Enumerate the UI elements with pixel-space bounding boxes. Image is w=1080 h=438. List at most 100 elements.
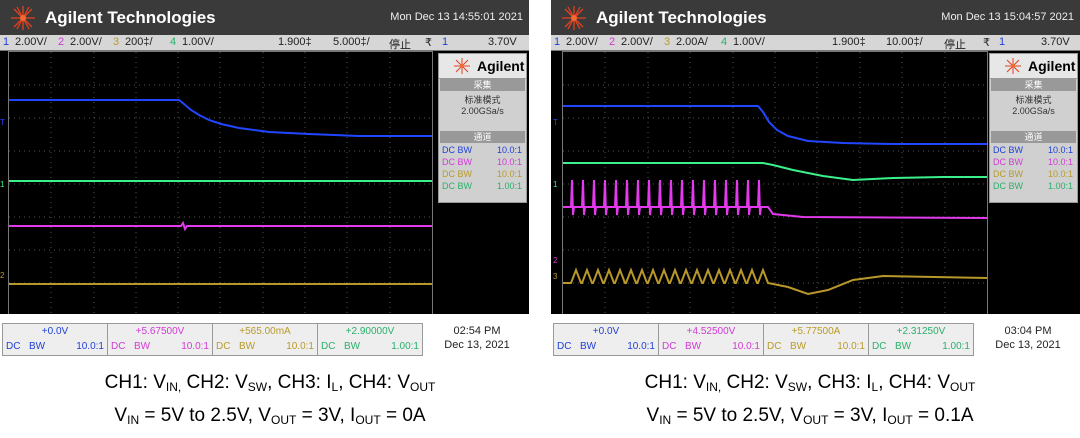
ch1-ground-marker[interactable]: T (553, 118, 558, 127)
side-panel-header: Agilent (439, 54, 526, 79)
ch1-trace (563, 105, 987, 145)
ch3-ground-marker[interactable]: 2 (0, 271, 5, 280)
acquire-header[interactable]: 采集 (991, 79, 1076, 91)
clock-time: 03:04 PM (1004, 325, 1052, 337)
ch2-trace (9, 220, 432, 232)
waveform-grid[interactable] (562, 51, 988, 316)
time-scale[interactable]: 5.000‡/ (333, 36, 370, 48)
status-bar: +0.0V DC BW 10.0:1 +5.67500V DC BW 10.0:1 +5… (0, 314, 529, 358)
waveform-display (9, 52, 432, 315)
caption-conditions: VIN = 5V to 2.5V, VOUT = 3V, IOUT = 0A (114, 405, 426, 427)
side-channel-row-3[interactable]: DC BW 10.0:1 (442, 169, 522, 179)
title-bar: Agilent Technologies Mon Dec 13 14:55:01… (0, 0, 529, 35)
scope-left: Agilent Technologies Mon Dec 13 14:55:01… (0, 0, 529, 358)
ch3-number[interactable]: 3 (664, 36, 671, 48)
side-panel: Agilent 采集 标准模式 2.00GSa/s 通道 DC BW 10.0:… (438, 53, 527, 203)
status-ch4[interactable]: +2.31250V DC BW 1.00:1 (868, 323, 974, 356)
status-ch1[interactable]: +0.0V DC BW 10.0:1 (2, 323, 108, 356)
sample-rate: 2.00GSa/s (1012, 106, 1055, 116)
ch2-scale[interactable]: 2.00V/ (621, 36, 653, 48)
clock-date: Dec 13, 2021 (995, 339, 1061, 351)
side-channel-row-4[interactable]: DC BW 1.00:1 (442, 181, 522, 191)
ch4-scale[interactable]: 1.00V/ (182, 36, 214, 48)
acquire-mode: 标准模式 (1015, 95, 1052, 105)
ch3-scale[interactable]: 2.00A/ (676, 36, 708, 48)
agilent-spark-icon (1005, 58, 1021, 74)
side-brand: Agilent (1028, 58, 1076, 74)
caption-conditions: VIN = 5V to 2.5V, VOUT = 3V, IOUT = 0.1A (646, 405, 974, 427)
ch2-scale[interactable]: 2.00V/ (70, 36, 102, 48)
side-channel-row-4[interactable]: DC BW 1.00:1 (993, 181, 1073, 191)
timestamp: Mon Dec 13 14:55:01 2021 (390, 11, 523, 23)
ch3-trace (563, 267, 988, 296)
status-ch2[interactable]: +5.67500V DC BW 10.0:1 (107, 323, 213, 356)
agilent-spark-icon (454, 58, 470, 74)
ch4-ground-marker[interactable]: 1 (0, 180, 5, 189)
caption-channels: CH1: VIN, CH2: VSW, CH3: IL, CH4: VOUT (644, 372, 976, 394)
side-channel-row-2[interactable]: DC BW 10.0:1 (442, 157, 522, 167)
side-panel-header: Agilent (990, 54, 1077, 79)
status-ch2[interactable]: +4.52500V DC BW 10.0:1 (658, 323, 764, 356)
channel-header[interactable]: 通道 (991, 131, 1076, 143)
trigger-level[interactable]: 3.70V (1041, 36, 1070, 48)
timestamp: Mon Dec 13 15:04:57 2021 (941, 11, 1074, 23)
waveform-display (563, 52, 988, 315)
ch2-trace (563, 179, 988, 219)
ch2-number[interactable]: 2 (58, 36, 65, 48)
ch1-number[interactable]: 1 (3, 36, 10, 48)
ch4-number[interactable]: 4 (170, 36, 177, 48)
ch1-ground-marker[interactable]: T (0, 118, 5, 127)
run-state[interactable]: 停止 (944, 39, 966, 51)
side-channel-row-2[interactable]: DC BW 10.0:1 (993, 157, 1073, 167)
time-scale[interactable]: 10.00‡/ (886, 36, 923, 48)
side-channel-row-3[interactable]: DC BW 10.0:1 (993, 169, 1073, 179)
status-ch4[interactable]: +2.90000V DC BW 1.00:1 (317, 323, 423, 356)
trigger-channel[interactable]: 1 (442, 36, 449, 48)
ch2-number[interactable]: 2 (609, 36, 616, 48)
time-delay[interactable]: 1.900‡ (278, 36, 312, 48)
ch3-ground-marker[interactable]: 3 (553, 272, 558, 281)
trigger-symbol: ₹ (425, 37, 432, 49)
trigger-level[interactable]: 3.70V (488, 36, 517, 48)
clock: 02:54 PM Dec 13, 2021 (427, 324, 527, 352)
side-channel-row-1[interactable]: DC BW 10.0:1 (993, 145, 1073, 155)
ch4-trace (563, 162, 987, 182)
time-delay[interactable]: 1.900‡ (832, 36, 866, 48)
title-bar: Agilent Technologies Mon Dec 13 15:04:57… (551, 0, 1080, 35)
channel-header[interactable]: 通道 (440, 131, 525, 143)
channel-bar: 1 2.00V/ 2 2.00V/ 3 200‡/ 4 1.00V/ 1.900… (0, 35, 529, 51)
clock: 03:04 PM Dec 13, 2021 (978, 324, 1078, 352)
clock-date: Dec 13, 2021 (444, 339, 510, 351)
side-panel: Agilent 采集 标准模式 2.00GSa/s 通道 DC BW 10.0:… (989, 53, 1078, 203)
ch1-scale[interactable]: 2.00V/ (566, 36, 598, 48)
waveform-grid[interactable] (8, 51, 433, 316)
status-ch1[interactable]: +0.0V DC BW 10.0:1 (553, 323, 659, 356)
ch1-trace (9, 99, 432, 137)
agilent-logo-icon (562, 6, 586, 30)
status-bar: +0.0V DC BW 10.0:1 +4.52500V DC BW 10.0:1 +5… (551, 314, 1080, 358)
trigger-channel[interactable]: 1 (999, 36, 1006, 48)
caption-right: CH1: VIN, CH2: VSW, CH3: IL, CH4: VOUT V… (540, 0, 1080, 438)
scope-right: Agilent Technologies Mon Dec 13 15:04:57… (551, 0, 1080, 358)
run-state[interactable]: 停止 (389, 39, 411, 51)
grid-lines (563, 52, 987, 315)
sample-rate: 2.00GSa/s (461, 106, 504, 116)
side-brand: Agilent (477, 58, 525, 74)
ch1-scale[interactable]: 2.00V/ (15, 36, 47, 48)
brand-name: Agilent Technologies (596, 8, 767, 27)
trigger-symbol: ₹ (983, 37, 990, 49)
ch3-number[interactable]: 3 (113, 36, 120, 48)
ch2-ground-marker[interactable]: 2 (553, 256, 558, 265)
caption-channels: CH1: VIN, CH2: VSW, CH3: IL, CH4: VOUT (104, 372, 436, 394)
caption-left: CH1: VIN, CH2: VSW, CH3: IL, CH4: VOUT V… (104, 372, 436, 427)
ch4-number[interactable]: 4 (721, 36, 728, 48)
ch4-scale[interactable]: 1.00V/ (733, 36, 765, 48)
ch3-scale[interactable]: 200‡/ (125, 36, 153, 48)
acquire-mode: 标准模式 (464, 95, 501, 105)
brand-name: Agilent Technologies (45, 8, 216, 27)
acquire-header[interactable]: 采集 (440, 79, 525, 91)
channel-bar: 1 2.00V/ 2 2.00V/ 3 2.00A/ 4 1.00V/ 1.90… (551, 35, 1080, 51)
ch4-ground-marker[interactable]: 1 (553, 180, 558, 189)
ch1-number[interactable]: 1 (554, 36, 561, 48)
side-channel-row-1[interactable]: DC BW 10.0:1 (442, 145, 522, 155)
